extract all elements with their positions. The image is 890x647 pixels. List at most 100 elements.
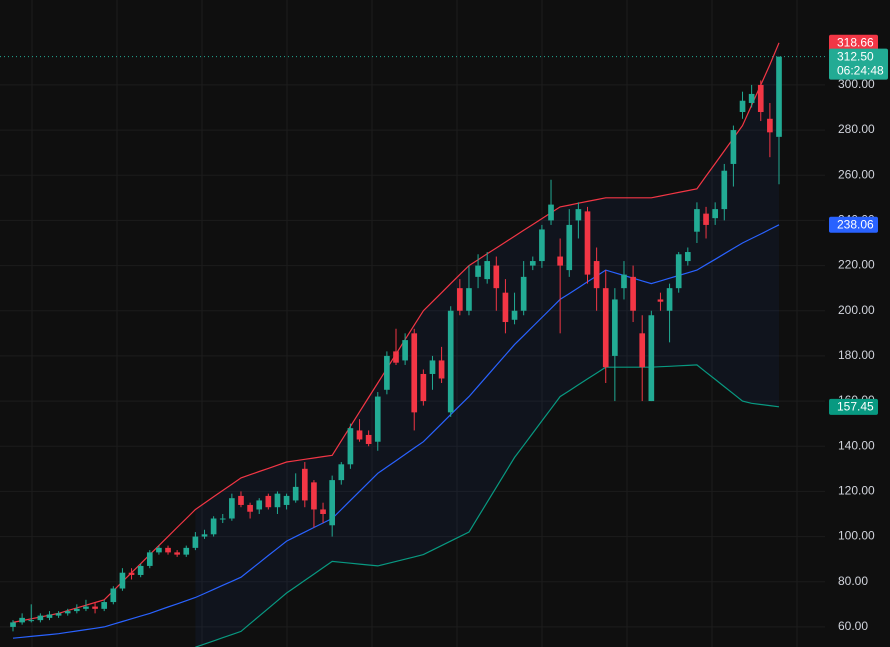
candle-body bbox=[165, 547, 171, 553]
candle-body bbox=[329, 480, 335, 526]
candle-body bbox=[684, 252, 691, 262]
candle-body bbox=[630, 276, 636, 311]
y-tick-label: 140.00 bbox=[838, 438, 875, 452]
candle-body bbox=[402, 340, 408, 361]
last-price-box bbox=[829, 48, 888, 80]
candle-body bbox=[55, 613, 62, 616]
price-label: 157.45 bbox=[837, 400, 874, 414]
candle-body bbox=[420, 373, 427, 402]
candle-body bbox=[210, 518, 217, 535]
candle-body bbox=[201, 534, 208, 537]
candle-body bbox=[156, 547, 162, 553]
candle-body bbox=[356, 430, 363, 440]
candle-body bbox=[393, 351, 399, 363]
y-tick-label: 80.00 bbox=[838, 574, 868, 588]
candle-body bbox=[648, 315, 655, 402]
candle-body bbox=[757, 84, 764, 113]
candle-body bbox=[739, 100, 746, 113]
candle-body bbox=[429, 360, 436, 374]
price-label: 318.66 bbox=[837, 35, 874, 49]
candle-body bbox=[484, 261, 491, 280]
price-axis: 60.0080.00100.00120.00140.00160.00180.00… bbox=[829, 34, 888, 633]
candle-body bbox=[92, 606, 98, 609]
candle-body bbox=[183, 547, 190, 555]
candle-body bbox=[557, 256, 563, 266]
candle-body bbox=[548, 204, 554, 221]
candle-body bbox=[502, 292, 509, 323]
candle-body bbox=[247, 504, 253, 512]
candle-body bbox=[447, 310, 454, 413]
candle-body bbox=[219, 518, 226, 520]
candle-body bbox=[37, 615, 44, 621]
candle-body bbox=[301, 468, 308, 501]
price-label: 238.06 bbox=[837, 217, 874, 231]
candle-body bbox=[283, 495, 290, 505]
candle-body bbox=[311, 482, 317, 510]
band-line bbox=[12, 224, 780, 639]
candle-body bbox=[347, 428, 354, 465]
candle-body bbox=[229, 498, 235, 519]
candle-body bbox=[593, 261, 600, 289]
candle-body bbox=[721, 170, 728, 210]
price-label-box bbox=[829, 216, 878, 233]
candle-body bbox=[10, 622, 16, 627]
band-line bbox=[195, 364, 780, 647]
candle-body bbox=[64, 611, 71, 614]
candle-body bbox=[137, 565, 144, 575]
y-tick-label: 300.00 bbox=[838, 77, 875, 91]
candle-body bbox=[256, 500, 263, 510]
candle-body bbox=[292, 486, 299, 501]
countdown-label: 06:24:48 bbox=[837, 63, 884, 77]
candle-body bbox=[657, 299, 664, 302]
candle-body bbox=[110, 588, 117, 603]
candle-body bbox=[274, 493, 281, 508]
candle-body bbox=[493, 265, 500, 289]
candle-body bbox=[767, 118, 773, 133]
candle-body bbox=[457, 288, 463, 311]
price-label-box bbox=[829, 34, 878, 51]
candle-body bbox=[694, 209, 700, 232]
candle-body bbox=[19, 617, 25, 623]
y-tick-label: 120.00 bbox=[838, 484, 875, 498]
candle-body bbox=[712, 209, 718, 219]
y-tick-label: 260.00 bbox=[838, 167, 875, 181]
candle-body bbox=[520, 276, 527, 311]
band-fill bbox=[195, 42, 779, 647]
y-tick-label: 280.00 bbox=[838, 122, 875, 136]
candle-body bbox=[675, 254, 682, 289]
y-tick-label: 220.00 bbox=[838, 258, 875, 272]
candle-body bbox=[748, 93, 755, 103]
candle-body bbox=[46, 614, 53, 618]
candle-body bbox=[776, 56, 782, 137]
candle-body bbox=[101, 602, 108, 609]
candle-body bbox=[238, 495, 244, 505]
candle-body bbox=[566, 224, 573, 271]
candle-body bbox=[338, 464, 345, 481]
candle-body bbox=[83, 606, 89, 609]
candle-body bbox=[529, 261, 536, 266]
candle-body bbox=[539, 229, 545, 262]
candle-body bbox=[119, 572, 126, 589]
candle-body bbox=[612, 299, 618, 356]
candle-body bbox=[602, 288, 609, 368]
candle-body bbox=[365, 434, 372, 444]
candle-body bbox=[174, 552, 180, 555]
candle-body bbox=[411, 333, 418, 413]
candle-body bbox=[438, 360, 445, 379]
candle-body bbox=[639, 333, 646, 368]
last-price-label: 312.50 bbox=[837, 49, 874, 63]
candle-body bbox=[374, 396, 381, 442]
candle-body bbox=[584, 211, 591, 275]
candle-body bbox=[621, 274, 627, 289]
candle-body bbox=[320, 509, 326, 514]
y-tick-label: 180.00 bbox=[838, 348, 875, 362]
plot-area bbox=[0, 42, 825, 647]
candle-body bbox=[666, 288, 673, 311]
candle-body bbox=[511, 310, 518, 320]
candle-body bbox=[192, 536, 199, 548]
y-tick-label: 60.00 bbox=[838, 619, 868, 633]
vertical-grid bbox=[31, 0, 798, 647]
candle-body bbox=[265, 495, 272, 508]
candle-body bbox=[730, 130, 737, 164]
candle-body bbox=[575, 209, 582, 221]
